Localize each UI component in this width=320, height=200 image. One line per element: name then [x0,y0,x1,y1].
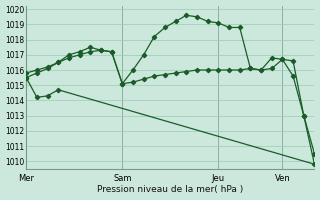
X-axis label: Pression niveau de la mer( hPa ): Pression niveau de la mer( hPa ) [97,185,244,194]
